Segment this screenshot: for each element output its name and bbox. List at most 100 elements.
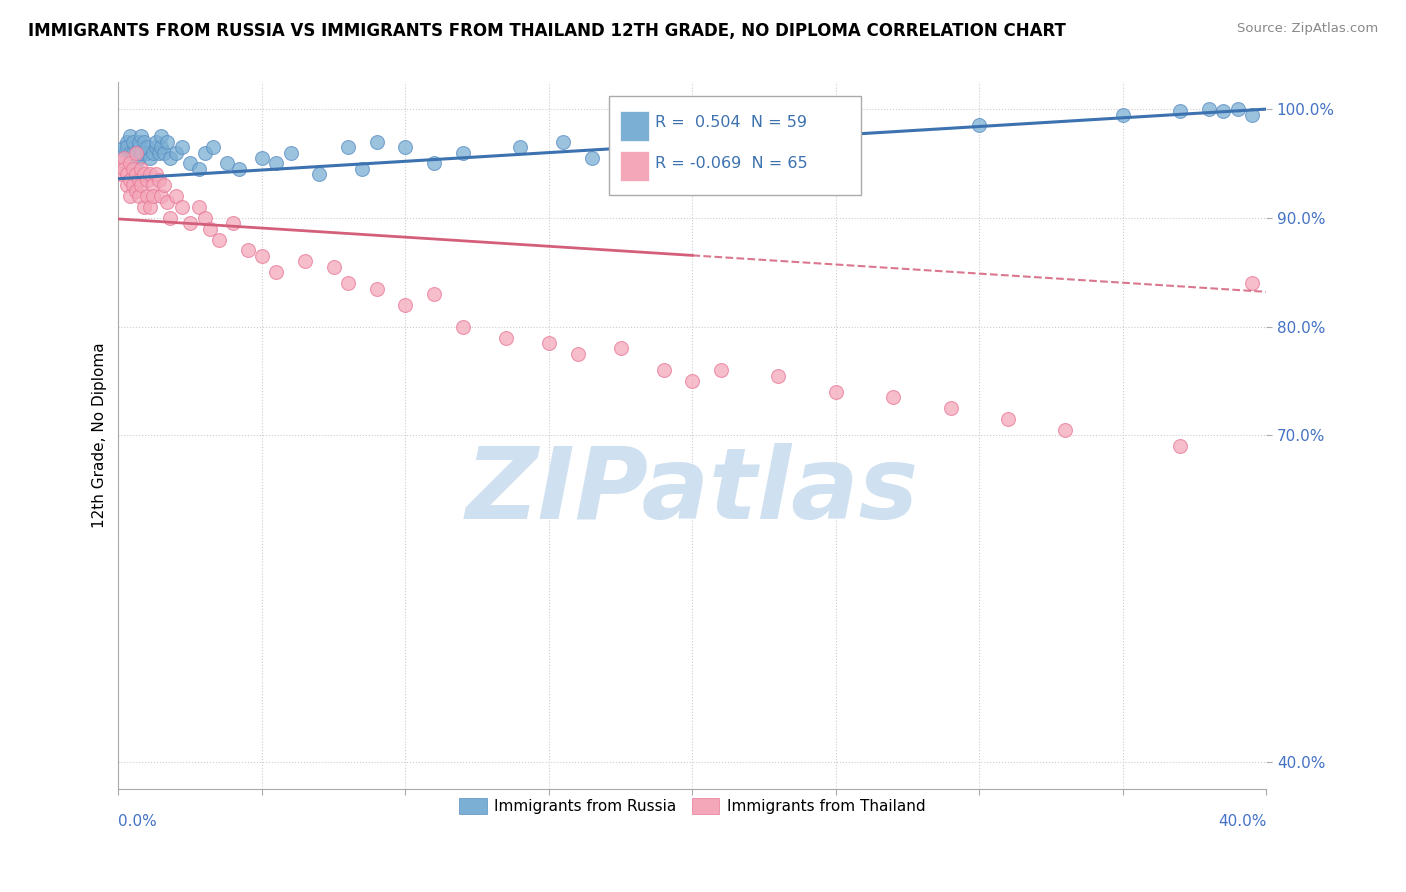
Point — [139, 167, 162, 181]
Point — [1054, 423, 1077, 437]
Y-axis label: 12th Grade, No Diploma: 12th Grade, No Diploma — [93, 343, 107, 528]
Point — [124, 184, 146, 198]
Point — [170, 140, 193, 154]
Point — [825, 384, 848, 399]
Point — [495, 330, 517, 344]
Point — [681, 374, 703, 388]
Point — [882, 390, 904, 404]
Point — [222, 216, 245, 230]
Point — [423, 156, 446, 170]
Point — [294, 254, 316, 268]
Point — [145, 140, 167, 154]
Text: ZIPatlas: ZIPatlas — [465, 443, 920, 541]
Point — [250, 151, 273, 165]
Point — [136, 173, 159, 187]
Point — [118, 189, 141, 203]
Point — [509, 140, 531, 154]
Point — [121, 145, 143, 160]
Point — [366, 135, 388, 149]
Point — [115, 135, 138, 149]
Point — [236, 244, 259, 258]
Point — [128, 135, 150, 149]
Point — [652, 363, 675, 377]
Point — [128, 140, 150, 154]
Point — [997, 412, 1019, 426]
Point — [115, 167, 138, 181]
Text: 0.0%: 0.0% — [118, 814, 157, 829]
Point — [115, 140, 138, 154]
Point — [156, 135, 179, 149]
Point — [1240, 276, 1263, 290]
Legend: Immigrants from Russia, Immigrants from Thailand: Immigrants from Russia, Immigrants from … — [453, 792, 932, 820]
Point — [208, 233, 231, 247]
Point — [264, 265, 287, 279]
Point — [136, 145, 159, 160]
Point — [187, 161, 209, 176]
Point — [142, 189, 165, 203]
Point — [131, 178, 153, 193]
Point — [153, 145, 176, 160]
Point — [139, 151, 162, 165]
Point — [156, 194, 179, 209]
Point — [451, 145, 474, 160]
Point — [170, 200, 193, 214]
Point — [202, 140, 225, 154]
Point — [150, 189, 173, 203]
Point — [148, 145, 170, 160]
Point — [537, 335, 560, 350]
Point — [159, 211, 181, 225]
Point — [136, 140, 159, 154]
Point — [567, 347, 589, 361]
Point — [187, 200, 209, 214]
Point — [110, 167, 132, 181]
Point — [1226, 102, 1249, 116]
Point — [124, 145, 146, 160]
Point — [153, 178, 176, 193]
Point — [939, 401, 962, 416]
Text: Source: ZipAtlas.com: Source: ZipAtlas.com — [1237, 22, 1378, 36]
Point — [110, 156, 132, 170]
Point — [710, 363, 733, 377]
Point — [131, 161, 153, 176]
Point — [179, 216, 201, 230]
Point — [124, 167, 146, 181]
Point — [139, 200, 162, 214]
Point — [112, 161, 135, 176]
FancyBboxPatch shape — [620, 111, 648, 141]
Point — [451, 319, 474, 334]
Text: R =  0.504  N = 59: R = 0.504 N = 59 — [655, 115, 807, 129]
FancyBboxPatch shape — [620, 151, 648, 181]
Point — [118, 129, 141, 144]
Point — [112, 140, 135, 154]
Point — [200, 221, 222, 235]
Point — [124, 156, 146, 170]
Point — [394, 140, 416, 154]
Point — [1168, 439, 1191, 453]
Point — [121, 135, 143, 149]
Point — [1112, 107, 1135, 121]
Point — [136, 189, 159, 203]
Point — [118, 173, 141, 187]
Point — [322, 260, 344, 274]
Point — [115, 178, 138, 193]
Point — [1168, 104, 1191, 119]
Point — [738, 135, 761, 149]
Point — [193, 211, 215, 225]
Point — [145, 167, 167, 181]
Point — [121, 178, 143, 193]
Point — [1212, 104, 1234, 119]
Point — [131, 145, 153, 160]
Point — [128, 173, 150, 187]
Point — [581, 151, 603, 165]
Point — [768, 368, 790, 383]
Point — [337, 276, 360, 290]
Point — [179, 156, 201, 170]
Point — [121, 161, 143, 176]
Point — [134, 167, 156, 181]
Point — [150, 129, 173, 144]
Point — [308, 167, 330, 181]
Point — [118, 145, 141, 160]
Point — [165, 189, 187, 203]
Point — [193, 145, 215, 160]
Point — [337, 140, 360, 154]
